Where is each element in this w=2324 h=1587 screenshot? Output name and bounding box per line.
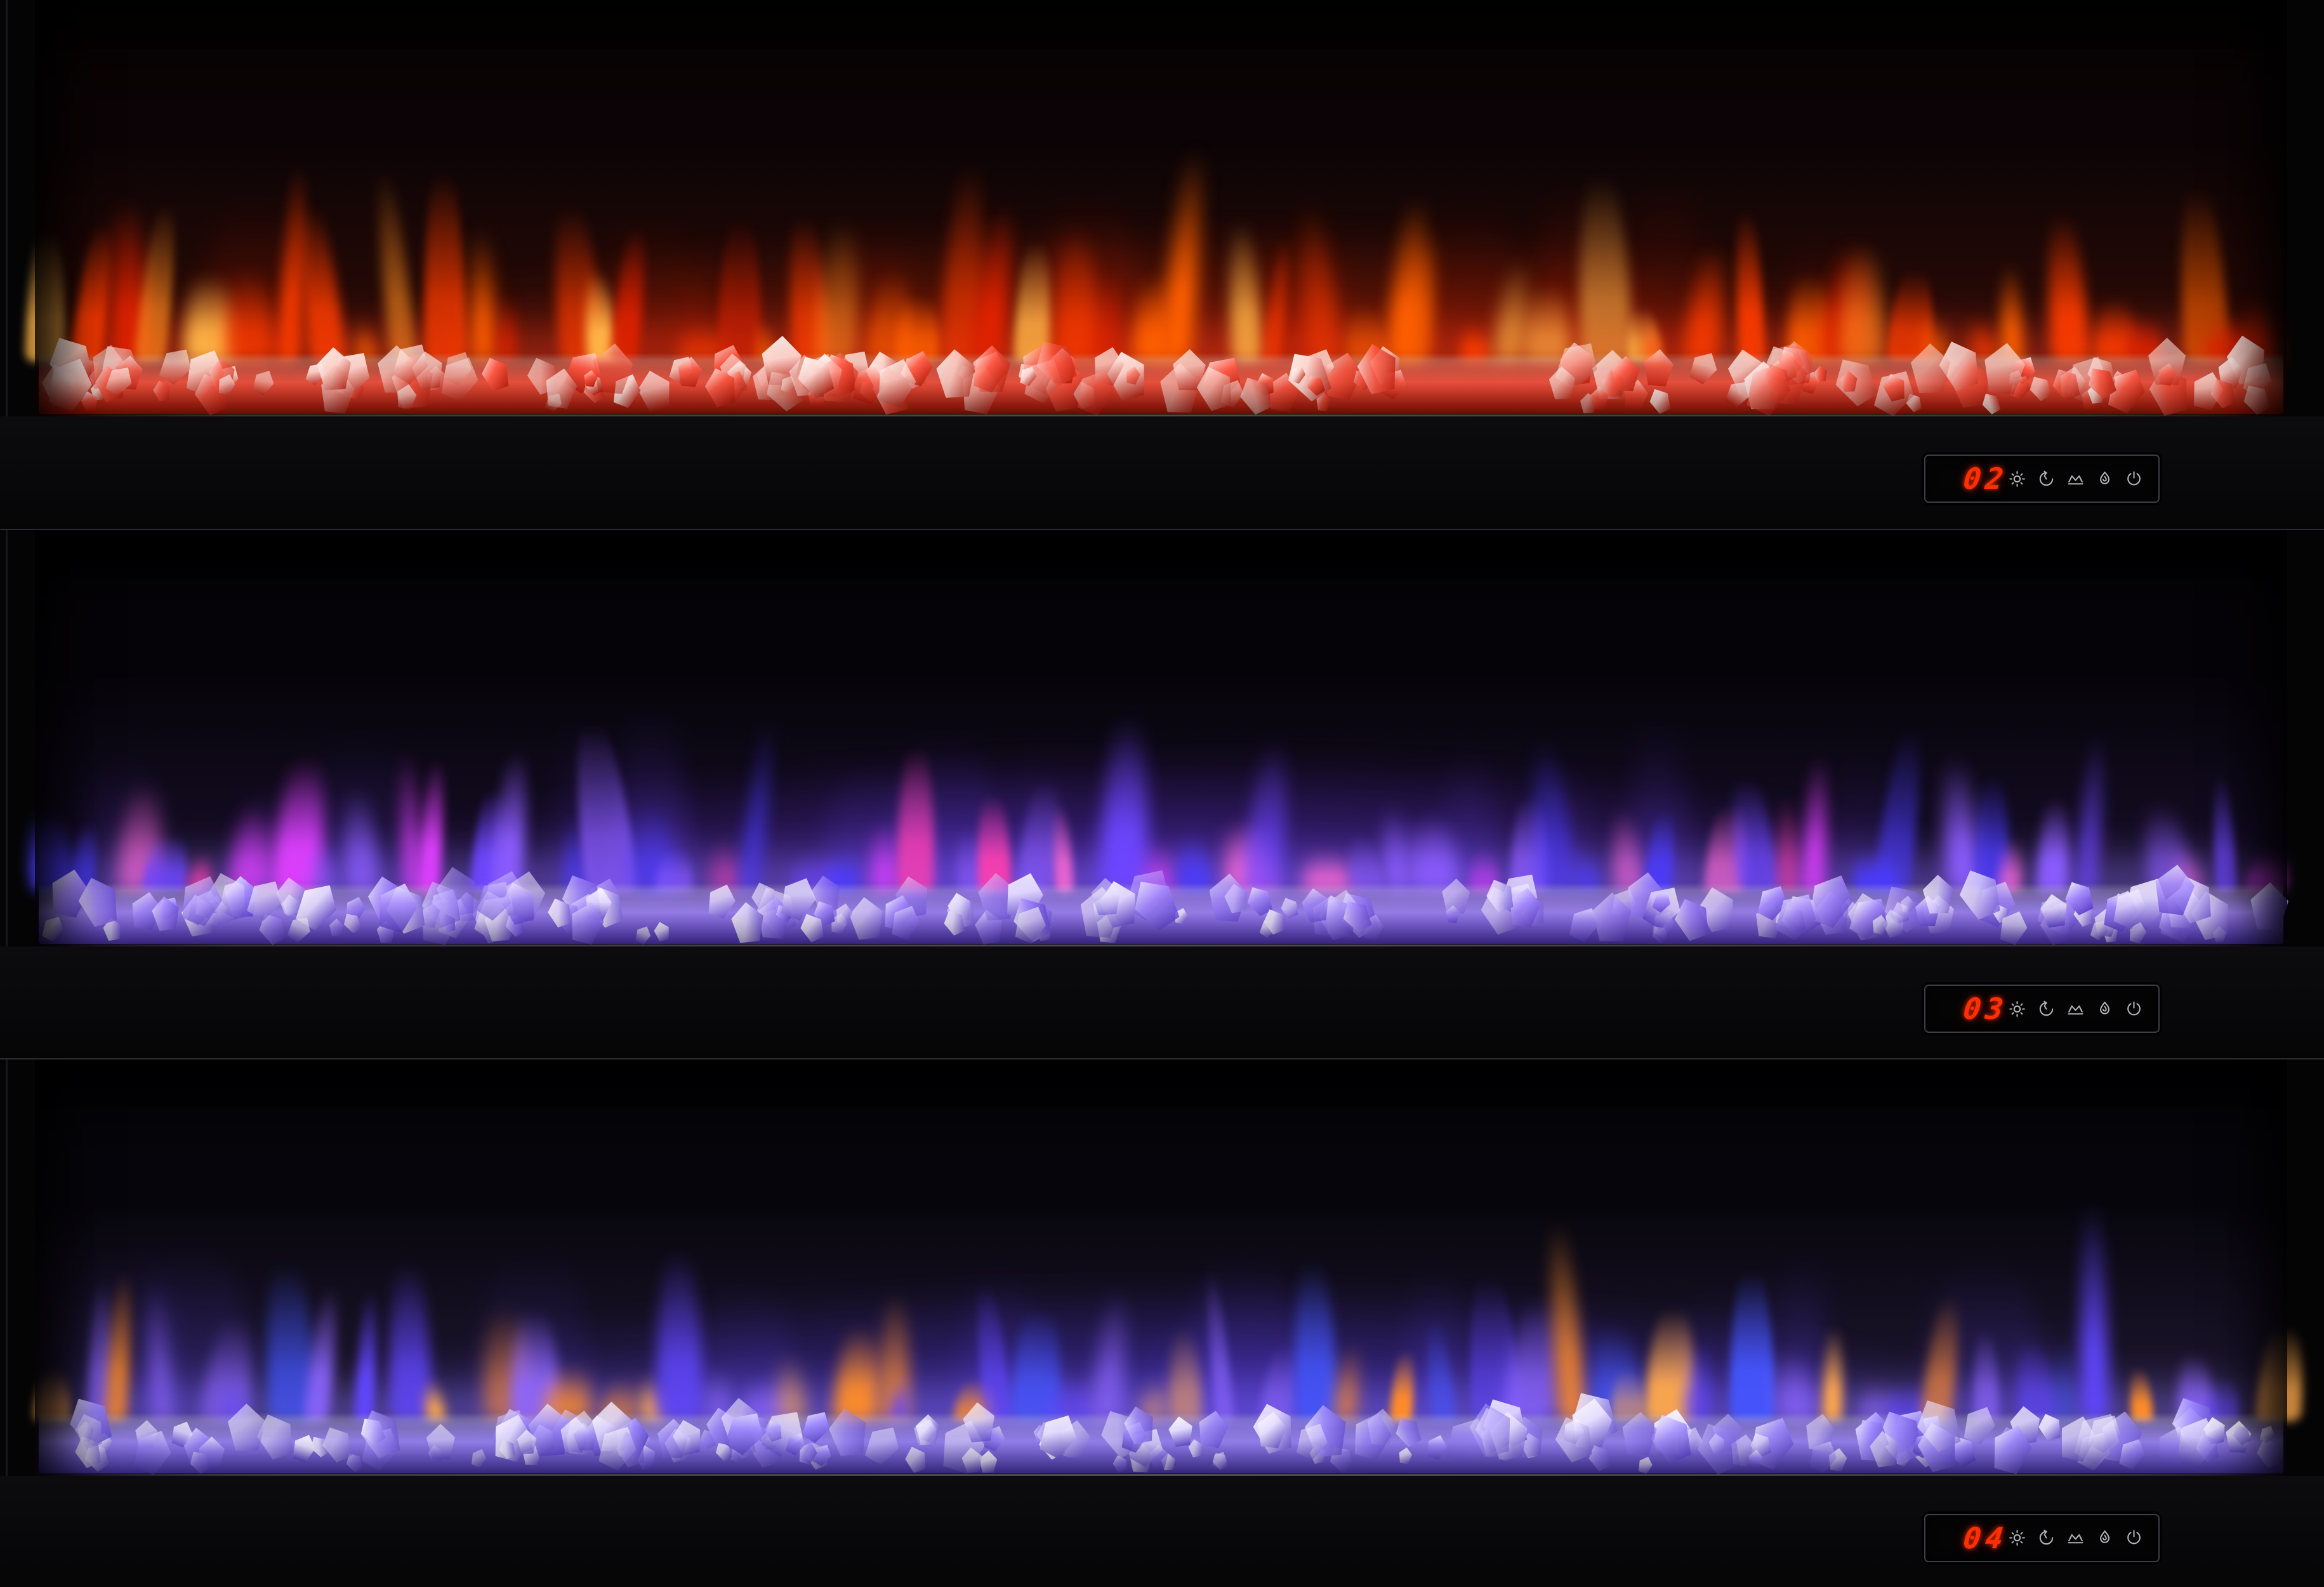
touch-control-panel: 03 xyxy=(1924,985,2160,1033)
mode-display: 02 xyxy=(1961,461,2010,496)
frame-edge-highlight xyxy=(6,0,8,529)
brightness-button[interactable] xyxy=(2007,999,2027,1019)
front-apron: 03 xyxy=(0,946,2324,1058)
power-icon xyxy=(2127,1530,2141,1544)
power-icon xyxy=(2127,1001,2141,1016)
timer-button[interactable] xyxy=(2037,469,2056,489)
control-icons xyxy=(2007,1528,2144,1548)
flame-effect-button[interactable] xyxy=(2095,469,2115,489)
flame-effect-button[interactable] xyxy=(2095,1528,2115,1548)
flame-effect-button[interactable] xyxy=(2095,999,2115,1019)
touch-control-panel: 04 xyxy=(1924,1513,2160,1562)
control-icons xyxy=(2007,469,2144,489)
crystal-ember-bed xyxy=(39,883,2283,944)
touch-control-panel: 02 xyxy=(1924,455,2160,503)
heater-button[interactable] xyxy=(2066,999,2085,1019)
brightness-icon xyxy=(2009,470,2026,487)
flame-row xyxy=(23,682,2290,893)
brightness-button[interactable] xyxy=(2007,469,2027,489)
firebox xyxy=(25,0,2287,416)
heater-button[interactable] xyxy=(2066,1528,2085,1548)
crystal-ember-bed xyxy=(39,353,2283,414)
frame-edge-highlight xyxy=(6,530,8,1058)
crystal-ember-bed xyxy=(39,1412,2283,1473)
flame-row xyxy=(33,1181,2309,1421)
flame-row xyxy=(25,130,2287,362)
flame-icon xyxy=(2100,471,2110,484)
power-icon xyxy=(2127,470,2141,485)
firebox xyxy=(23,530,2290,947)
hearth-edge xyxy=(57,945,2265,947)
brightness-button[interactable] xyxy=(2007,1528,2027,1548)
front-apron: 04 xyxy=(0,1475,2324,1587)
firebox xyxy=(33,1059,2309,1476)
timer-button[interactable] xyxy=(2037,999,2056,1019)
heater-icon xyxy=(2068,1534,2083,1544)
fireplace-panel-top: 02 xyxy=(0,0,2324,529)
flame-icon xyxy=(2100,1531,2110,1543)
frame-edge-highlight xyxy=(6,1059,8,1587)
heater-button[interactable] xyxy=(2066,469,2085,489)
brightness-icon xyxy=(2009,1000,2026,1017)
control-icons xyxy=(2007,999,2144,1019)
front-apron: 02 xyxy=(0,416,2324,529)
timer-button[interactable] xyxy=(2037,1528,2056,1548)
mode-display: 03 xyxy=(1961,992,2010,1026)
flame-icon xyxy=(2100,1001,2110,1014)
power-button[interactable] xyxy=(2124,469,2144,489)
fireplace-panel-middle: 03 xyxy=(0,529,2324,1058)
brightness-icon xyxy=(2009,1530,2026,1546)
power-button[interactable] xyxy=(2124,1528,2144,1548)
power-button[interactable] xyxy=(2124,999,2144,1019)
heater-icon xyxy=(2068,475,2083,484)
hearth-edge xyxy=(57,1473,2265,1476)
timer-icon xyxy=(2040,470,2054,486)
timer-icon xyxy=(2040,1000,2054,1016)
hearth-edge xyxy=(57,415,2265,416)
mode-display: 04 xyxy=(1961,1520,2010,1555)
timer-icon xyxy=(2040,1529,2054,1545)
heater-icon xyxy=(2068,1005,2083,1015)
fireplace-panel-bottom: 04 xyxy=(0,1058,2324,1587)
